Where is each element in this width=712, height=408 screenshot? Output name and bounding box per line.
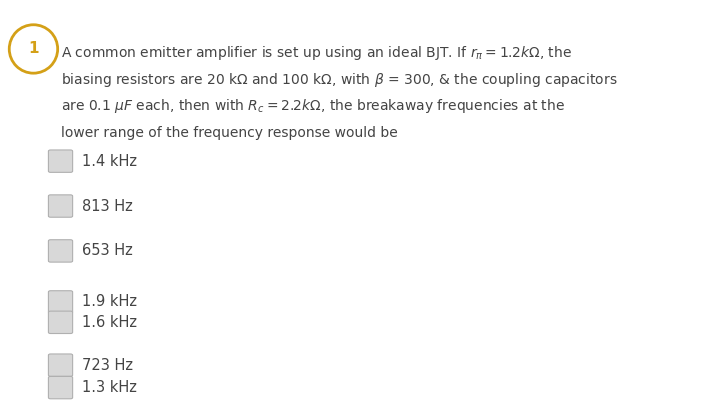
FancyBboxPatch shape [48,291,73,313]
Text: 1.6 kHz: 1.6 kHz [82,315,137,330]
Text: lower range of the frequency response would be: lower range of the frequency response wo… [61,126,397,140]
FancyBboxPatch shape [48,195,73,217]
Text: 1.4 kHz: 1.4 kHz [82,154,137,169]
Text: 723 Hz: 723 Hz [82,358,133,373]
Text: 1: 1 [28,42,38,56]
Text: 653 Hz: 653 Hz [82,244,132,258]
FancyBboxPatch shape [48,240,73,262]
FancyBboxPatch shape [48,354,73,376]
Text: biasing resistors are 20 k$\Omega$ and 100 k$\Omega$, with $\beta$ = 300, & the : biasing resistors are 20 k$\Omega$ and 1… [61,71,617,89]
Text: 813 Hz: 813 Hz [82,199,132,213]
Text: 1.9 kHz: 1.9 kHz [82,295,137,309]
Text: are 0.1 $\mu F$ each, then with $R_c = 2.2k\Omega$, the breakaway frequencies at: are 0.1 $\mu F$ each, then with $R_c = 2… [61,97,565,115]
FancyBboxPatch shape [48,377,73,399]
Text: 1.3 kHz: 1.3 kHz [82,380,137,395]
Text: A common emitter amplifier is set up using an ideal BJT. If $r_\pi = 1.2k\Omega$: A common emitter amplifier is set up usi… [61,44,572,62]
FancyBboxPatch shape [48,311,73,333]
FancyBboxPatch shape [48,150,73,172]
